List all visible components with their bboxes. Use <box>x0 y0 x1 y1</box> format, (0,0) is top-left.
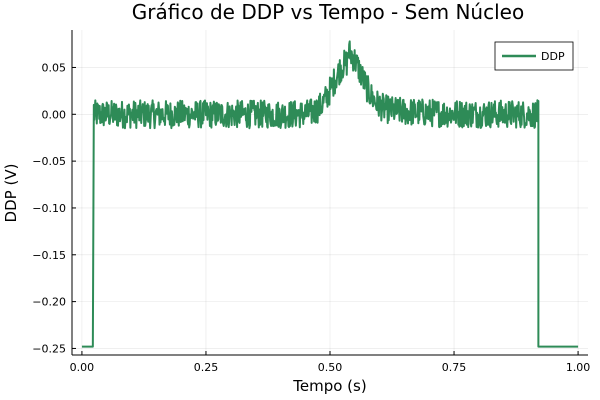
y-tick-label: −0.25 <box>32 342 66 355</box>
chart-title: Gráfico de DDP vs Tempo - Sem Núcleo <box>132 0 524 24</box>
legend-label-ddp: DDP <box>541 50 565 63</box>
y-tick-label: 0.00 <box>42 108 67 121</box>
x-tick-label: 0.25 <box>194 361 219 374</box>
y-ticks: 0.05 0.00 −0.05 −0.10 −0.15 −0.20 −0.25 <box>32 61 76 355</box>
y-tick-label: −0.15 <box>32 249 66 262</box>
x-tick-label: 0.50 <box>318 361 343 374</box>
x-axis-label: Tempo (s) <box>292 377 366 395</box>
y-tick-label: −0.05 <box>32 155 66 168</box>
x-tick-label: 0.00 <box>70 361 95 374</box>
series-ddp-line <box>81 40 579 348</box>
x-tick-label: 0.75 <box>442 361 467 374</box>
x-ticks: 0.00 0.25 0.50 0.75 1.00 <box>70 351 591 374</box>
y-axis-label: DDP (V) <box>2 164 20 223</box>
legend: DDP <box>494 41 574 71</box>
y-tick-label: −0.20 <box>32 296 66 309</box>
x-tick-label: 1.00 <box>566 361 591 374</box>
y-tick-label: −0.10 <box>32 202 66 215</box>
y-tick-label: 0.05 <box>42 61 67 74</box>
